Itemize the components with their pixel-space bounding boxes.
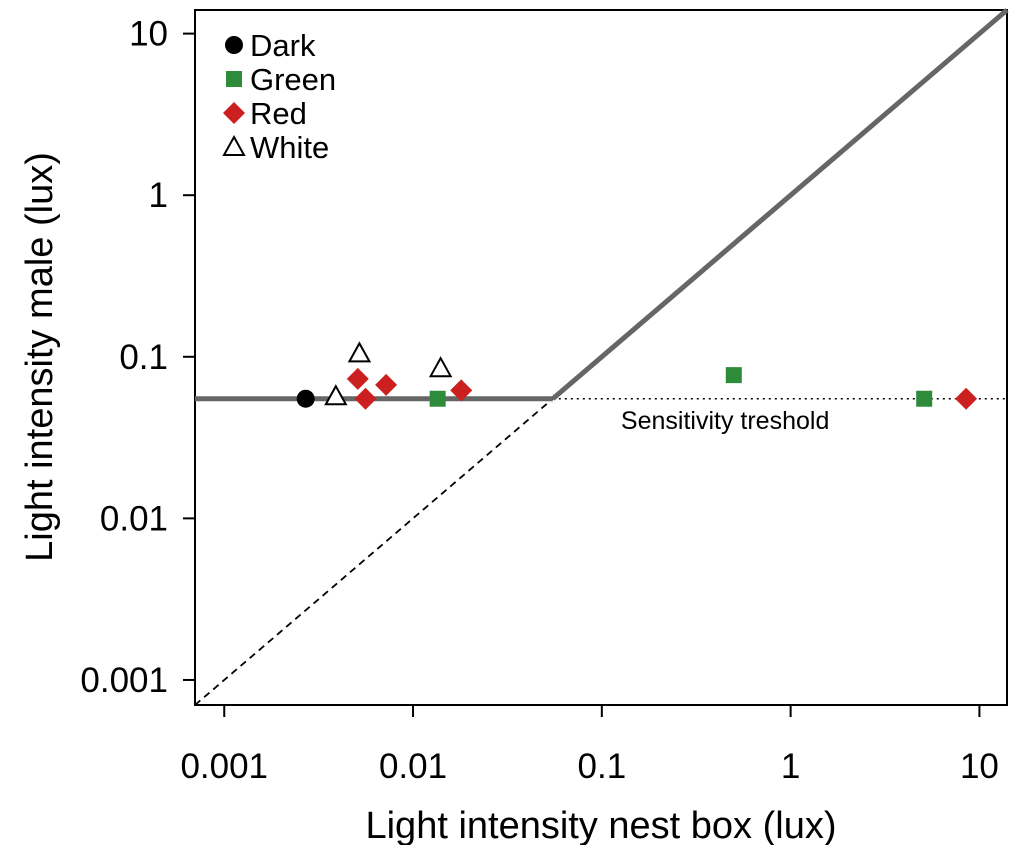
data-point-red [346, 367, 369, 390]
y-axis-title: Light intensity male (lux) [19, 152, 61, 562]
x-axis-title: Light intensity nest box (lux) [365, 805, 836, 845]
data-point-red [375, 373, 398, 396]
data-points [296, 341, 978, 410]
identity-solid-line [551, 8, 1009, 401]
reference-lines [194, 8, 1009, 706]
y-tick-label: 0.01 [100, 499, 168, 538]
x-tick-label: 0.001 [180, 747, 268, 786]
data-point-white [347, 341, 372, 363]
legend-label-green: Green [250, 62, 336, 97]
x-tick-label: 0.01 [379, 747, 447, 786]
legend-label-red: Red [250, 96, 307, 131]
data-point-red [354, 387, 377, 410]
data-point-dark [296, 389, 315, 408]
threshold-annotation: Sensitivity treshold [621, 407, 829, 435]
data-point-red [450, 379, 473, 402]
legend-label-white: White [250, 130, 329, 165]
y-tick-label: 1 [149, 176, 168, 215]
legend-label-dark: Dark [250, 28, 316, 63]
legend-marker-dark [225, 36, 243, 54]
legend-marker-red [223, 102, 245, 124]
legend-marker-green [226, 71, 242, 87]
data-point-green [429, 390, 446, 407]
x-tick-label: 0.1 [578, 747, 627, 786]
data-point-red [955, 387, 978, 410]
axis-ticks: 0.001 0.01 0.1 1 10 0.001 0.01 0.1 1 10 [80, 15, 998, 786]
identity-dashed-line [194, 398, 554, 706]
y-tick-label: 10 [129, 15, 168, 54]
data-point-green [725, 367, 742, 384]
legend-marker-white [222, 134, 246, 156]
data-point-white [428, 356, 453, 378]
x-tick-label: 10 [960, 747, 999, 786]
data-point-white [324, 384, 348, 406]
y-tick-label: 0.001 [80, 661, 168, 700]
y-tick-label: 0.1 [119, 338, 168, 377]
data-point-green [916, 390, 933, 407]
annotations: Sensitivity treshold [621, 407, 829, 435]
x-tick-label: 1 [781, 747, 800, 786]
